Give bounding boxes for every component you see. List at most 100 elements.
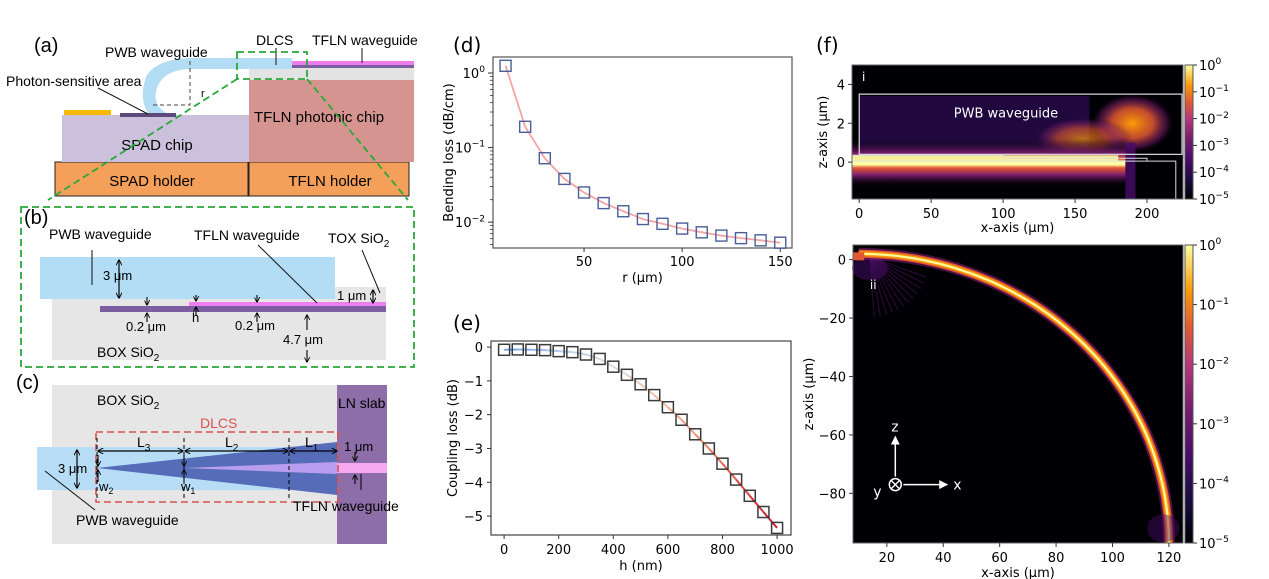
data-point-d	[538, 152, 551, 165]
x-axis-label-d: r (μm)	[622, 271, 663, 286]
panel-f-label: (f)	[816, 33, 839, 57]
y-tick-label-ii: 0	[838, 254, 846, 269]
data-point-e	[620, 368, 634, 382]
colorbar-tick-label-i: 10−1	[1199, 84, 1229, 101]
tfln-waveguide-b	[189, 302, 386, 306]
dim-1um-c: 1 μm	[344, 439, 373, 454]
y-tick-label-e: −5	[464, 510, 483, 525]
colorbar-i	[1184, 64, 1194, 200]
data-point-e	[497, 343, 511, 357]
y-tick-label-d: 10−1	[455, 140, 485, 157]
fit-line-segment-e	[721, 463, 737, 481]
dim-h: h	[192, 310, 199, 325]
x-tick-label-i: 150	[1063, 207, 1088, 222]
box-label-c: BOX SiO2	[97, 392, 160, 412]
subpanel-i-label: i	[862, 70, 865, 84]
chart-d: (d) 50 100 150 100 10−1 10−2 r (μm) Bending los…	[442, 33, 793, 286]
dim-3um-b: 3 μm	[103, 268, 132, 283]
data-point-e	[716, 457, 729, 470]
data-point-d	[754, 234, 767, 247]
box-sio2-b	[52, 289, 386, 360]
dim-02b: 0.2 μm	[235, 318, 275, 333]
L1-label: L1	[305, 434, 319, 454]
x-tick-label-e: 600	[655, 543, 680, 558]
dlcs-zoom-box	[236, 51, 308, 80]
radius-label: r	[201, 88, 205, 100]
panel-b: (b) PWB waveguide TFLN waveguide TOX SiO…	[20, 206, 415, 368]
y-axis-label-ii: z-axis (μm)	[802, 358, 817, 431]
chart-e: (e) 0 200 400 600 800 1000 0 −1 −2 −3 −4 −5 h (nm) Co…	[446, 311, 794, 574]
data-point-d	[774, 236, 787, 249]
y-tick-label-e: −2	[464, 409, 483, 424]
x-tick-label-ii: 80	[1048, 551, 1065, 566]
dlcs-label-a: DLCS	[256, 32, 293, 48]
fit-line-d	[504, 65, 781, 244]
x-axis-label-i: x-axis (μm)	[981, 221, 1055, 236]
data-point-d	[636, 212, 650, 226]
y-tick-label-e: −4	[464, 476, 483, 491]
tfln-holder-label: TFLN holder	[288, 173, 371, 190]
y-axis-label-i: z-axis (μm)	[816, 96, 831, 169]
radius-guide	[153, 60, 191, 106]
tox-pointer	[361, 249, 381, 294]
pwb-waveguide-label-a: PWB waveguide	[105, 44, 208, 60]
w1-label: w1	[180, 479, 195, 496]
colorbar-tick-label-i: 100	[1199, 57, 1222, 74]
colorbar-tick-label-ii: 10−1	[1199, 297, 1229, 314]
x-axis-label-e: h (nm)	[619, 559, 662, 574]
colorbar-tick-label-ii: 10−5	[1199, 535, 1229, 552]
y-tick-label-ii: −60	[819, 429, 846, 444]
dlcs-taper-inner	[184, 462, 337, 474]
fit-line-segment-e	[626, 373, 642, 386]
spad-holder-label: SPAD holder	[109, 173, 195, 190]
L3-label: L3	[137, 434, 151, 454]
panel-c: (c) BOX SiO2 LN slab DLCS L3 L2 L1 3 μm …	[16, 372, 399, 544]
colorbar-tick-label-ii: 10−3	[1199, 416, 1229, 433]
x-tick-label-d: 100	[670, 255, 695, 270]
data-point-d	[675, 222, 689, 235]
data-point-d	[695, 226, 708, 239]
box-label-b: BOX SiO2	[97, 344, 160, 364]
beam-node-i	[1125, 142, 1136, 199]
beam-core-ii	[858, 252, 1170, 544]
x-tick-label-ii: 120	[1156, 551, 1181, 566]
x-tick-label-d: 50	[576, 255, 593, 270]
pwb-waveguide-a	[142, 58, 292, 113]
colorbar-tick-label-ii: 10−2	[1199, 356, 1229, 373]
pwb-waveguide-label-b: PWB waveguide	[49, 226, 152, 242]
fit-line-segment-e	[708, 447, 724, 465]
y-tick-label-ii: −80	[819, 487, 846, 502]
y-tick-label-d: 10−2	[455, 214, 485, 231]
spad-chip	[62, 115, 249, 162]
photon-sensitive-label: Photon-sensitive area	[6, 73, 142, 89]
colorbar-tick-label-i: 10−5	[1199, 191, 1229, 208]
tox-label: TOX SiO2	[328, 230, 390, 250]
ln-slab-a	[264, 64, 414, 68]
fit-line-segment-e	[667, 406, 683, 421]
data-point-e	[552, 344, 565, 358]
ln-slab-label: LN slab	[338, 395, 386, 411]
data-point-d	[499, 59, 512, 72]
spad-holder	[54, 161, 249, 197]
x-tick-label-ii: 100	[1100, 551, 1125, 566]
x-tick-label-i: 0	[855, 207, 863, 222]
x-tick-label-ii: 60	[991, 551, 1008, 566]
data-point-e	[634, 378, 647, 391]
dim-47: 4.7 μm	[283, 332, 323, 347]
beam-bright-i	[852, 155, 1119, 166]
fit-line-segment-e	[599, 358, 614, 368]
panel-d-label: (d)	[453, 33, 481, 57]
x-tick-label-i: 100	[991, 207, 1016, 222]
tfln-waveguide-a	[273, 61, 414, 65]
x-tick-label-d: 150	[768, 255, 793, 270]
panel-a: (a) SPAD holder TFLN holder SPAD chip TF…	[6, 32, 418, 201]
data-point-e	[647, 388, 661, 402]
dlcs-label-c: DLCS	[200, 415, 237, 431]
triad-y-into-page-icon	[888, 477, 903, 492]
y-axis-label-e: Coupling loss (dB)	[446, 379, 461, 497]
electrode-pad	[64, 110, 111, 115]
tfln-chip-label: TFLN photonic chip	[254, 109, 384, 126]
tfln-holder	[248, 161, 410, 197]
y-tick-label-e: 0	[475, 341, 483, 356]
tfln-photonic-chip	[249, 80, 414, 162]
